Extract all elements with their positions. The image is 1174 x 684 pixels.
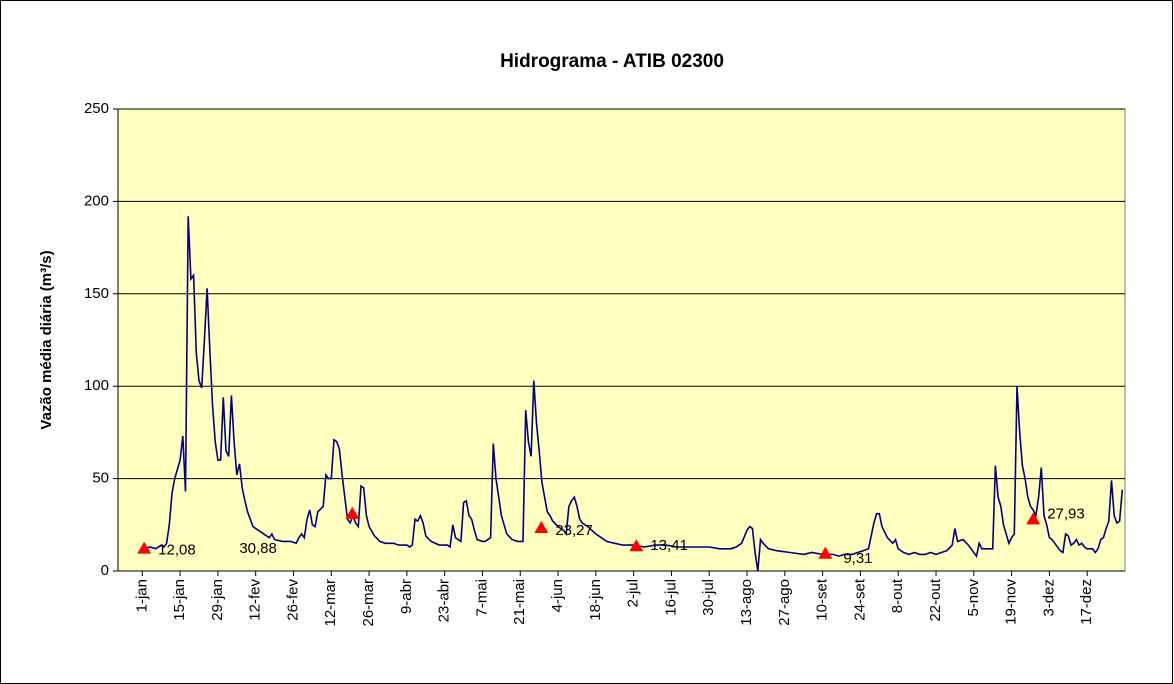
- y-tick-label: 200: [84, 192, 109, 209]
- plot-area: [117, 108, 1126, 572]
- marker: [818, 546, 833, 559]
- x-tick-label: 8-out: [889, 578, 906, 613]
- x-tick-label: 15-jan: [171, 579, 188, 621]
- data-label: 30,88: [239, 540, 277, 557]
- x-tick-label: 13-ago: [738, 579, 755, 626]
- x-tick-label: 18-jun: [587, 579, 604, 621]
- x-tick-label: 29-jan: [209, 579, 226, 621]
- data-label: 13,41: [650, 537, 688, 554]
- y-tick-label: 100: [84, 377, 109, 394]
- x-tick-label: 5-nov: [965, 579, 982, 617]
- data-label: 23,27: [555, 522, 593, 539]
- marker: [137, 541, 152, 554]
- chart-title: Hidrograma - ATIB 02300: [500, 51, 724, 72]
- y-axis-label: Vazão média diária (m³/s): [38, 250, 55, 429]
- marker: [534, 520, 549, 533]
- marker: [345, 506, 360, 519]
- x-tick-label: 3-dez: [1040, 579, 1057, 617]
- line: [142, 216, 1124, 572]
- x-tick-label: 17-dez: [1078, 579, 1095, 625]
- x-tick-label: 26-mar: [360, 579, 377, 627]
- y-tick-label: 250: [84, 100, 109, 117]
- x-tick-label: 7-mai: [473, 579, 490, 617]
- x-tick-label: 10-set: [814, 578, 831, 621]
- x-tick-label: 21-mai: [511, 579, 528, 625]
- x-tick-label: 9-abr: [398, 579, 415, 614]
- x-tick-label: 4-jun: [549, 579, 566, 612]
- x-tick-label: 12-fev: [247, 579, 264, 621]
- x-tick-label: 19-nov: [1003, 579, 1020, 625]
- x-tick-label: 24-set: [851, 578, 868, 621]
- x-tick-label: 30-jul: [700, 579, 717, 616]
- x-tick-label: 26-fev: [284, 579, 301, 621]
- data-label: 27,93: [1047, 505, 1085, 522]
- x-tick-label: 22-out: [927, 578, 944, 621]
- y-tick-label: 150: [84, 285, 109, 302]
- marker: [1026, 512, 1041, 525]
- marker: [629, 539, 644, 552]
- x-tick-label: 12-mar: [322, 579, 339, 627]
- data-label: 9,31: [843, 550, 872, 567]
- x-tick-label: 23-abr: [436, 579, 453, 622]
- x-tick-label: 2-jul: [625, 579, 642, 607]
- y-tick-label: 50: [92, 470, 109, 487]
- x-tick-label: 27-ago: [776, 579, 793, 626]
- x-tick-label: 1-jan: [133, 579, 150, 612]
- y-tick-label: 0: [101, 562, 109, 579]
- data-label: 12,08: [158, 542, 196, 559]
- x-tick-label: 16-jul: [662, 579, 679, 616]
